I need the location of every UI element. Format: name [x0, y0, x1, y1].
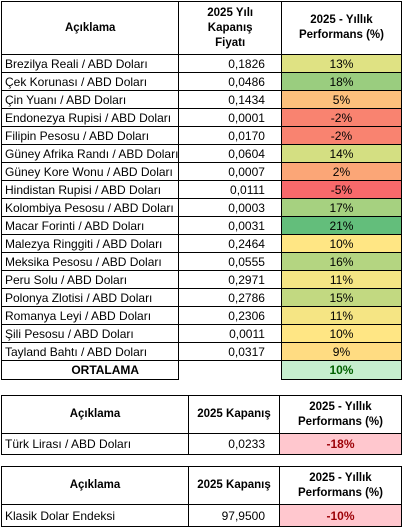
closing-price: 0,2464 — [178, 234, 282, 253]
annual-performance: 2% — [280, 162, 402, 181]
closing-price: 0,0031 — [178, 216, 282, 235]
header-description: Açıklama — [0, 1, 180, 55]
table-row: Peru Solu / ABD Doları 0,2971 11% — [0, 270, 402, 289]
annual-performance: -2% — [280, 108, 402, 127]
closing-price: 0,0317 — [178, 342, 282, 361]
table-row: Şili Pesosu / ABD Doları 0,0011 10% — [0, 324, 402, 343]
table-row: Güney Afrika Randı / ABD Doları 0,0604 14% — [0, 144, 402, 163]
currency-name: Güney Afrika Randı / ABD Doları — [0, 144, 180, 163]
average-row: ORTALAMA 10% — [0, 360, 402, 380]
currency-name: Endonezya Rupisi / ABD Doları — [0, 108, 180, 127]
table-row: Kolombiya Pesosu / ABD Doları 0,0003 17% — [0, 198, 402, 217]
annual-performance: 13% — [280, 54, 402, 73]
table-header-row: Açıklama 2025 Kapanış 2025 - Yıllık Perf… — [1, 466, 402, 505]
average-empty-cell — [178, 360, 282, 380]
currency-name: Hindistan Rupisi / ABD Doları — [0, 180, 180, 199]
annual-performance: 9% — [280, 342, 402, 361]
closing-price: 0,0555 — [178, 252, 282, 271]
table-row: Macar Forinti / ABD Doları 0,0031 21% — [0, 216, 402, 235]
turkish-lira-table: Açıklama 2025 Kapanış 2025 - Yıllık Perf… — [1, 395, 402, 455]
currency-performance-table: Açıklama 2025 Yılı Kapanış Fiyatı 2025 -… — [0, 1, 402, 380]
table-row: Endonezya Rupisi / ABD Doları 0,0001 -2% — [0, 108, 402, 127]
closing-price: 0,0007 — [178, 162, 282, 181]
closing-price: 0,1434 — [178, 90, 282, 109]
table-row: Malezya Ringgiti / ABD Doları 0,2464 10% — [0, 234, 402, 253]
currency-name: Romanya Leyi / ABD Doları — [0, 306, 180, 325]
annual-performance: 11% — [280, 306, 402, 325]
average-value: 10% — [280, 360, 402, 380]
closing-price: 0,0170 — [178, 126, 282, 145]
currency-name: Çek Korunası / ABD Doları — [0, 72, 180, 91]
currency-name: Polonya Zlotisi / ABD Doları — [0, 288, 180, 307]
table-body: Brezilya Reali / ABD Doları 0,1826 13% Çek … — [0, 54, 402, 361]
closing-value: 97,9500 — [188, 504, 280, 527]
header-description: Açıklama — [1, 466, 189, 505]
header-description: Açıklama — [1, 395, 189, 434]
table-row: Türk Lirası / ABD Doları 0,0233 -18% — [1, 433, 402, 455]
currency-name: Şili Pesosu / ABD Doları — [0, 324, 180, 343]
annual-performance: 5% — [280, 90, 402, 109]
closing-price: 0,0011 — [178, 324, 282, 343]
header-annual-performance: 2025 - Yıllık Performans (%) — [279, 395, 402, 434]
table-row: Brezilya Reali / ABD Doları 0,1826 13% — [0, 54, 402, 73]
average-label: ORTALAMA — [0, 360, 180, 380]
currency-name: Macar Forinti / ABD Doları — [0, 216, 180, 235]
currency-name: Peru Solu / ABD Doları — [0, 270, 180, 289]
annual-performance: 21% — [280, 216, 402, 235]
closing-price: 0,1826 — [178, 54, 282, 73]
currency-name: Güney Kore Wonu / ABD Doları — [0, 162, 180, 181]
annual-performance: 10% — [280, 324, 402, 343]
closing-price: 0,0111 — [178, 180, 282, 199]
currency-name: Tayland Bahtı / ABD Doları — [0, 342, 180, 361]
annual-performance: -18% — [279, 433, 402, 455]
closing-price: 0,2971 — [178, 270, 282, 289]
header-closing: 2025 Kapanış — [188, 466, 280, 505]
table-row: Filipin Pesosu / ABD Doları 0,0170 -2% — [0, 126, 402, 145]
annual-performance: -2% — [280, 126, 402, 145]
table-row: Meksika Pesosu / ABD Doları 0,0555 16% — [0, 252, 402, 271]
closing-price: 0,0604 — [178, 144, 282, 163]
closing-price: 0,2306 — [178, 306, 282, 325]
dollar-index-table: Açıklama 2025 Kapanış 2025 - Yıllık Perf… — [1, 466, 402, 527]
closing-price: 0,0003 — [178, 198, 282, 217]
table-row: Güney Kore Wonu / ABD Doları 0,0007 2% — [0, 162, 402, 181]
table-header-row: Açıklama 2025 Kapanış 2025 - Yıllık Perf… — [1, 395, 402, 434]
header-closing: 2025 Kapanış — [188, 395, 280, 434]
currency-name: Kolombiya Pesosu / ABD Doları — [0, 198, 180, 217]
table-row: Çin Yuanı / ABD Doları 0,1434 5% — [0, 90, 402, 109]
annual-performance: 14% — [280, 144, 402, 163]
header-annual-performance: 2025 - Yıllık Performans (%) — [279, 466, 402, 505]
header-closing-price: 2025 Yılı Kapanış Fiyatı — [178, 1, 282, 55]
closing-price: 0,2786 — [178, 288, 282, 307]
closing-price: 0,0001 — [178, 108, 282, 127]
closing-price: 0,0233 — [188, 433, 280, 455]
annual-performance: 18% — [280, 72, 402, 91]
annual-performance: 16% — [280, 252, 402, 271]
annual-performance: 11% — [280, 270, 402, 289]
currency-name: Filipin Pesosu / ABD Doları — [0, 126, 180, 145]
table-row: Romanya Leyi / ABD Doları 0,2306 11% — [0, 306, 402, 325]
table-row: Hindistan Rupisi / ABD Doları 0,0111 -5% — [0, 180, 402, 199]
currency-name: Brezilya Reali / ABD Doları — [0, 54, 180, 73]
currency-name: Türk Lirası / ABD Doları — [1, 433, 189, 455]
table-header-row: Açıklama 2025 Yılı Kapanış Fiyatı 2025 -… — [0, 1, 402, 55]
currency-name: Malezya Ringgiti / ABD Doları — [0, 234, 180, 253]
annual-performance: -10% — [279, 504, 402, 527]
annual-performance: 15% — [280, 288, 402, 307]
annual-performance: -5% — [280, 180, 402, 199]
index-name: Klasik Dolar Endeksi — [1, 504, 189, 527]
table-row: Tayland Bahtı / ABD Doları 0,0317 9% — [0, 342, 402, 361]
table-row: Çek Korunası / ABD Doları 0,0486 18% — [0, 72, 402, 91]
currency-name: Meksika Pesosu / ABD Doları — [0, 252, 180, 271]
header-annual-performance: 2025 - Yıllık Performans (%) — [280, 1, 402, 55]
table-row: Klasik Dolar Endeksi 97,9500 -10% — [1, 504, 402, 527]
annual-performance: 10% — [280, 234, 402, 253]
table-row: Polonya Zlotisi / ABD Doları 0,2786 15% — [0, 288, 402, 307]
closing-price: 0,0486 — [178, 72, 282, 91]
annual-performance: 17% — [280, 198, 402, 217]
currency-name: Çin Yuanı / ABD Doları — [0, 90, 180, 109]
